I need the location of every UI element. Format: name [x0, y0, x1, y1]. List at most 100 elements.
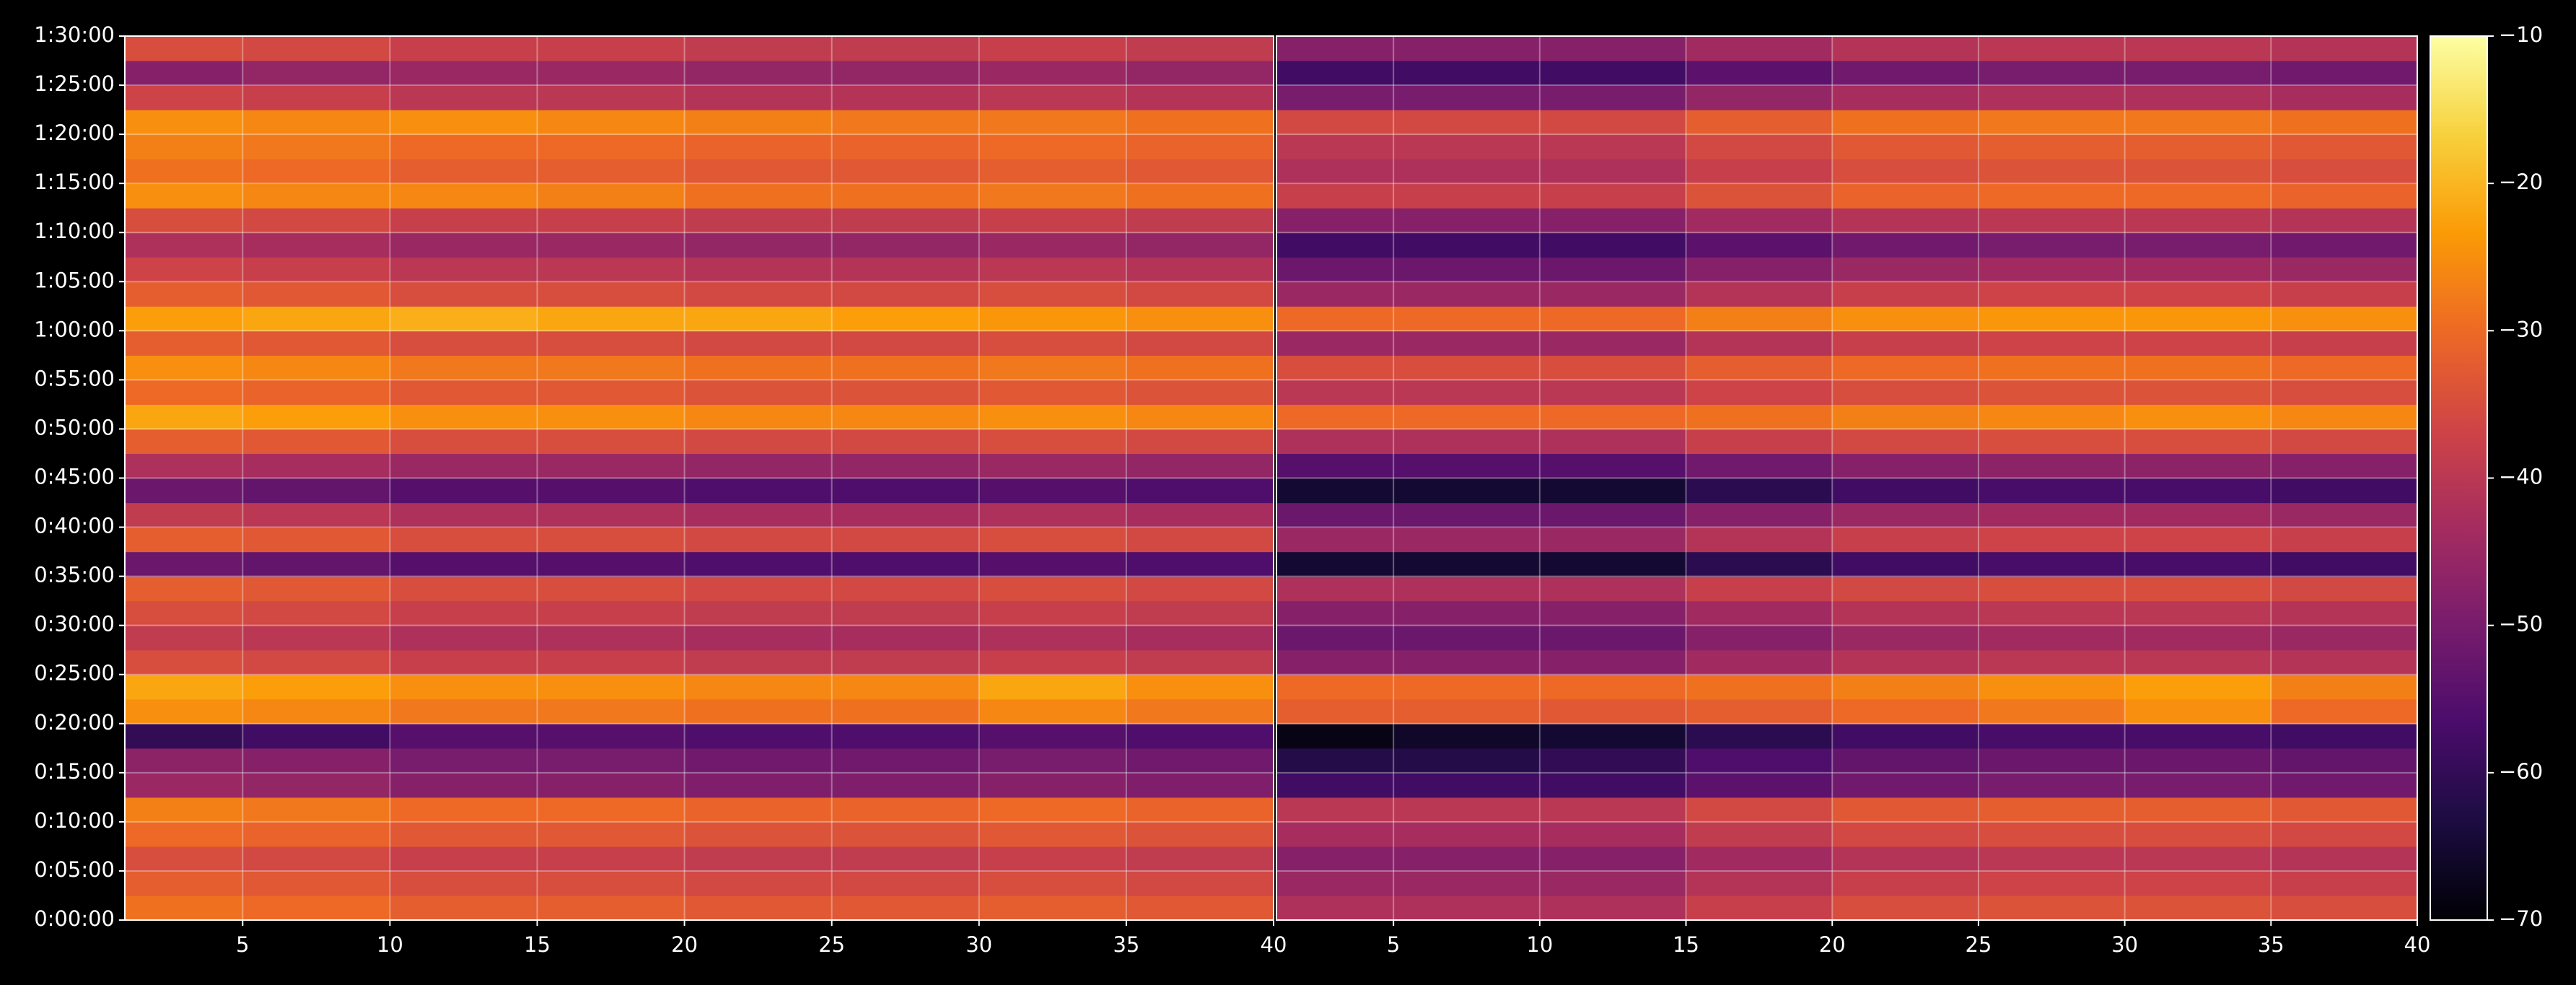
heatmap-cell: [978, 404, 1127, 430]
heatmap-cell: [1686, 208, 1833, 233]
x-tick-label: 5: [1387, 932, 1400, 957]
heatmap-cell: [1276, 674, 1394, 700]
colorbar-tick-label: −50: [2499, 612, 2543, 636]
heatmap-cell: [390, 870, 538, 896]
heatmap-cell: [978, 674, 1127, 700]
heatmap-cell: [537, 110, 685, 135]
heatmap-cell: [1126, 797, 1274, 823]
heatmap-cell: [125, 625, 243, 651]
heatmap-cell: [125, 453, 243, 479]
heatmap-cell: [684, 600, 833, 626]
heatmap-cell: [390, 134, 538, 159]
heatmap-cell: [1393, 429, 1541, 455]
heatmap-cell: [1539, 502, 1687, 528]
heatmap-cell: [1393, 600, 1541, 626]
heatmap-cell: [242, 821, 390, 847]
heatmap-cell: [242, 870, 390, 896]
heatmap-cell: [390, 674, 538, 700]
heatmap-cell: [978, 797, 1127, 823]
heatmap-cell: [2271, 453, 2418, 479]
heatmap-cell: [2124, 478, 2271, 504]
heatmap-cell: [1126, 478, 1274, 504]
heatmap-cell: [390, 723, 538, 749]
heatmap-cell: [1393, 870, 1541, 896]
heatmap-cell: [537, 85, 685, 110]
heatmap-cell: [978, 36, 1127, 61]
heatmap-cell: [125, 772, 243, 798]
heatmap-cell: [1978, 478, 2126, 504]
heatmap-cell: [1686, 355, 1833, 380]
heatmap-cell: [2124, 502, 2271, 528]
heatmap-cell: [1276, 110, 1394, 135]
heatmap-cell: [1832, 723, 1979, 749]
heatmap-cell: [1126, 281, 1274, 307]
x-tick-label: 20: [671, 932, 698, 957]
heatmap-cell: [1276, 576, 1394, 602]
heatmap-cell: [125, 723, 243, 749]
heatmap-cell: [1978, 355, 2126, 380]
heatmap-cell: [125, 576, 243, 602]
heatmap-cell: [978, 625, 1127, 651]
heatmap-cell: [242, 159, 390, 184]
x-tick-label: 5: [236, 932, 249, 957]
heatmap-cell: [242, 600, 390, 626]
heatmap-cell: [1686, 429, 1833, 455]
heatmap-cell: [1539, 404, 1687, 430]
heatmap-cell: [390, 257, 538, 282]
heatmap-cell: [1539, 797, 1687, 823]
heatmap-cell: [537, 355, 685, 380]
heatmap-cell: [684, 699, 833, 724]
heatmap-cell: [2271, 600, 2418, 626]
heatmap-cell: [1539, 527, 1687, 553]
heatmap-cell: [684, 134, 833, 159]
heatmap-cell: [1832, 527, 1979, 553]
heatmap-cell: [1393, 85, 1541, 110]
heatmap-cell: [1978, 527, 2126, 553]
heatmap-cell: [684, 649, 833, 675]
heatmap-cell: [242, 699, 390, 724]
heatmap-cell: [537, 699, 685, 724]
heatmap-cell: [1126, 61, 1274, 86]
heatmap-cell: [2271, 183, 2418, 209]
heatmap-cell: [1539, 699, 1687, 724]
heatmap-cell: [390, 551, 538, 577]
heatmap-cell: [831, 895, 980, 921]
heatmap-cell: [1832, 306, 1979, 331]
heatmap-cell: [2124, 625, 2271, 651]
heatmap-cell: [1126, 429, 1274, 455]
heatmap-cell: [831, 772, 980, 798]
heatmap-cell: [1686, 649, 1833, 675]
heatmap-cell: [831, 429, 980, 455]
heatmap-cell: [684, 625, 833, 651]
heatmap-cell: [1539, 772, 1687, 798]
heatmap-cell: [1978, 748, 2126, 774]
heatmap-cell: [684, 110, 833, 135]
heatmap-cell: [978, 551, 1127, 577]
heatmap-cell: [537, 502, 685, 528]
heatmap-cell: [1393, 208, 1541, 233]
heatmap-cell: [978, 821, 1127, 847]
heatmap-cell: [2124, 723, 2271, 749]
heatmap-cell: [1276, 895, 1394, 921]
heatmap-cell: [2124, 772, 2271, 798]
heatmap-cell: [2271, 330, 2418, 356]
heatmap-cell: [242, 772, 390, 798]
heatmap-cell: [2124, 527, 2271, 553]
heatmap-cell: [1686, 85, 1833, 110]
heatmap-cell: [1978, 110, 2126, 135]
heatmap-cell: [978, 159, 1127, 184]
heatmap-cell: [125, 281, 243, 307]
heatmap-cell: [1539, 748, 1687, 774]
heatmap-cell: [390, 502, 538, 528]
heatmap-cell: [2124, 208, 2271, 233]
heatmap-cell: [1126, 404, 1274, 430]
x-tick-label: 10: [377, 932, 403, 957]
heatmap-cell: [1393, 453, 1541, 479]
heatmap-cell: [2271, 821, 2418, 847]
heatmap-cell: [684, 159, 833, 184]
heatmap-cell: [978, 355, 1127, 380]
x-tick-label: 35: [2258, 932, 2284, 957]
heatmap-cell: [1686, 306, 1833, 331]
heatmap-cell: [125, 797, 243, 823]
heatmap-cell: [684, 404, 833, 430]
